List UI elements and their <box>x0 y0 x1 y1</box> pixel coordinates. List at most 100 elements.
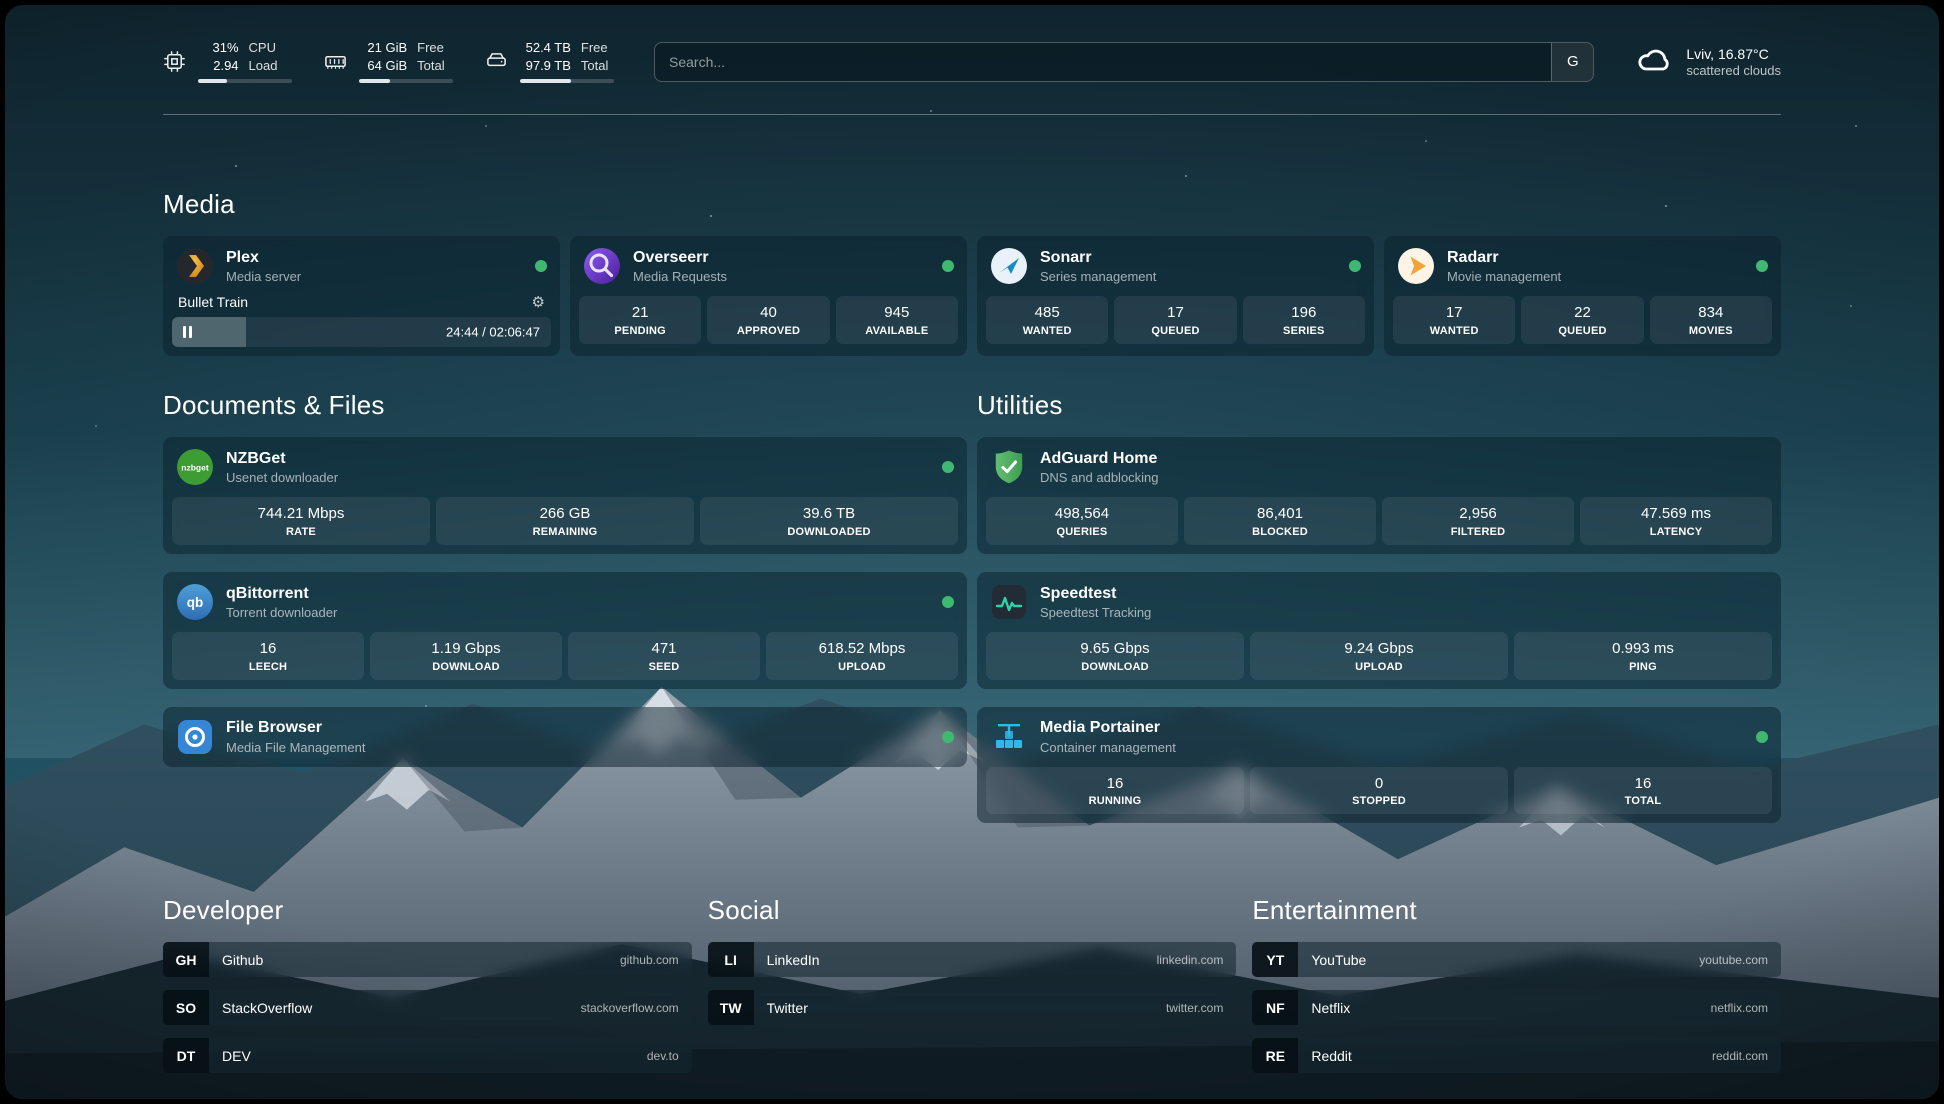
stat-ping: 0.993 ms PING <box>1514 631 1772 680</box>
service-description: Container management <box>1040 739 1176 755</box>
bookmark-url: linkedin.com <box>1156 952 1224 967</box>
stat-remaining: 266 GB REMAINING <box>436 497 694 545</box>
stat-seed: 471 SEED <box>568 631 760 680</box>
weather-widget: Lviv, 16.87°C scattered clouds <box>1634 39 1781 84</box>
stat-download: 9.65 Gbps DOWNLOAD <box>986 631 1244 680</box>
bookmark-name: Netflix <box>1311 999 1351 1016</box>
stat-download: 1.19 Gbps DOWNLOAD <box>370 631 562 680</box>
bookmark-abbr: LI <box>707 942 754 978</box>
bookmark-github[interactable]: GH Github github.com <box>163 942 692 978</box>
memory-free-label: Free <box>417 40 444 56</box>
section-media: Media <box>163 189 1781 356</box>
service-card-portainer[interactable]: Media Portainer Container management 16 … <box>977 706 1781 824</box>
header: 31% CPU 2.94 Load <box>163 39 1781 84</box>
stat-available: 945 AVAILABLE <box>835 296 958 344</box>
section-title-social: Social <box>707 895 780 926</box>
bookmark-url: github.com <box>619 952 679 967</box>
cpu-usage-label: CPU <box>248 40 276 56</box>
service-name: AdGuard Home <box>1040 449 1158 467</box>
bookmark-group-social: Social LI LinkedIn linkedin.com TW Twitt… <box>707 895 1237 1073</box>
service-description: Media server <box>226 269 302 285</box>
header-divider <box>163 114 1781 115</box>
stat-downloaded: 39.6 TB DOWNLOADED <box>700 497 958 545</box>
status-dot <box>942 595 954 608</box>
service-description: Speedtest Tracking <box>1040 604 1152 620</box>
speedtest-icon <box>990 583 1028 621</box>
service-description: Media File Management <box>226 739 366 755</box>
bookmark-group-entertainment: Entertainment YT YouTube youtube.com NF … <box>1252 895 1781 1074</box>
bookmark-url: netflix.com <box>1710 1000 1768 1015</box>
gear-icon[interactable]: ⚙ <box>531 293 545 311</box>
bookmark-dev[interactable]: DT DEV dev.to <box>163 1038 692 1074</box>
stat-queued: 17 QUEUED <box>1114 296 1237 344</box>
playback-progress-bar[interactable]: 24:44 / 02:06:47 <box>172 317 551 347</box>
search-provider-button[interactable]: G <box>1551 42 1594 81</box>
weather-location: Lviv, 16.87°C <box>1686 45 1769 62</box>
service-card-overseerr[interactable]: Overseerr Media Requests 21 PENDING <box>570 236 967 356</box>
status-dot <box>1756 260 1768 272</box>
memory-widget: 21 GiB Free 64 GiB Total <box>324 40 453 83</box>
service-card-sonarr[interactable]: Sonarr Series management 485 WANTED <box>977 236 1374 356</box>
stat-stopped: 0 STOPPED <box>1250 766 1508 815</box>
bookmark-url: stackoverflow.com <box>580 1000 679 1015</box>
bookmark-stackoverflow[interactable]: SO StackOverflow stackoverflow.com <box>163 990 692 1026</box>
bookmark-youtube[interactable]: YT YouTube youtube.com <box>1252 942 1781 978</box>
dashboard-screen: 31% CPU 2.94 Load <box>5 5 1939 1099</box>
service-name: Plex <box>226 248 259 266</box>
bookmark-name: LinkedIn <box>766 951 820 968</box>
filebrowser-icon <box>176 718 214 756</box>
service-card-nzbget[interactable]: nzbget NZBGet Usenet downloader 74 <box>163 437 967 554</box>
svg-text:qb: qb <box>187 595 204 610</box>
pause-icon[interactable] <box>183 326 192 338</box>
stat-blocked: 86,401 BLOCKED <box>1184 497 1376 545</box>
service-name: Overseerr <box>633 248 709 266</box>
status-dot <box>942 730 954 743</box>
service-card-filebrowser[interactable]: File Browser Media File Management <box>163 706 967 767</box>
memory-total-value: 64 GiB <box>367 57 408 73</box>
service-name: Speedtest <box>1040 584 1117 602</box>
bookmark-twitter[interactable]: TW Twitter twitter.com <box>707 990 1237 1026</box>
stat-rate: 744.21 Mbps RATE <box>172 497 430 545</box>
cloud-icon <box>1634 39 1674 84</box>
service-name: Radarr <box>1447 248 1499 266</box>
stat-wanted: 485 WANTED <box>986 296 1109 344</box>
bookmark-reddit[interactable]: RE Reddit reddit.com <box>1252 1038 1781 1074</box>
resource-widgets: 31% CPU 2.94 Load <box>163 40 614 83</box>
service-card-speedtest[interactable]: Speedtest Speedtest Tracking 9.65 Gbps D… <box>977 571 1781 689</box>
bookmark-linkedin[interactable]: LI LinkedIn linkedin.com <box>707 942 1237 978</box>
bookmark-name: YouTube <box>1311 951 1367 968</box>
radarr-icon <box>1397 247 1435 285</box>
bookmark-abbr: RE <box>1252 1038 1299 1074</box>
service-name: Sonarr <box>1040 248 1092 266</box>
cpu-usage-value: 31% <box>212 40 239 56</box>
section-title-utilities: Utilities <box>977 390 1063 420</box>
status-dot <box>535 260 547 272</box>
stat-pending: 21 PENDING <box>579 296 702 344</box>
now-playing-title: Bullet Train <box>178 294 249 310</box>
disk-progress-bar <box>520 78 614 83</box>
section-title-entertainment: Entertainment <box>1252 895 1417 926</box>
stat-upload: 9.24 Gbps UPLOAD <box>1250 631 1508 680</box>
bookmark-name: Twitter <box>766 999 808 1016</box>
bookmark-url: dev.to <box>646 1048 679 1063</box>
bookmark-url: youtube.com <box>1699 952 1768 967</box>
cpu-progress-bar <box>198 78 292 83</box>
bookmark-url: reddit.com <box>1711 1048 1768 1063</box>
service-card-qbittorrent[interactable]: qb qBittorrent Torrent downloader <box>163 571 967 689</box>
service-name: Media Portainer <box>1040 719 1161 737</box>
service-card-radarr[interactable]: Radarr Movie management 17 WANTED 2 <box>1384 236 1781 356</box>
disk-free-value: 52.4 TB <box>525 40 571 56</box>
service-card-plex[interactable]: Plex Media server Bullet Train ⚙ <box>163 236 560 356</box>
adguard-icon <box>990 448 1028 486</box>
cpu-load-label: Load <box>248 57 278 73</box>
plex-icon <box>176 247 214 285</box>
search-input[interactable] <box>654 41 1595 82</box>
search-bar: G <box>654 41 1595 82</box>
disk-total-label: Total <box>580 57 609 73</box>
section-documents: Documents & Files nzbget NZBGet <box>163 390 967 767</box>
cpu-load-value: 2.94 <box>213 57 239 73</box>
bookmark-netflix[interactable]: NF Netflix netflix.com <box>1252 990 1781 1026</box>
cpu-widget: 31% CPU 2.94 Load <box>163 40 292 83</box>
memory-free-value: 21 GiB <box>367 40 408 56</box>
service-card-adguard[interactable]: AdGuard Home DNS and adblocking 498,564 … <box>977 437 1781 554</box>
